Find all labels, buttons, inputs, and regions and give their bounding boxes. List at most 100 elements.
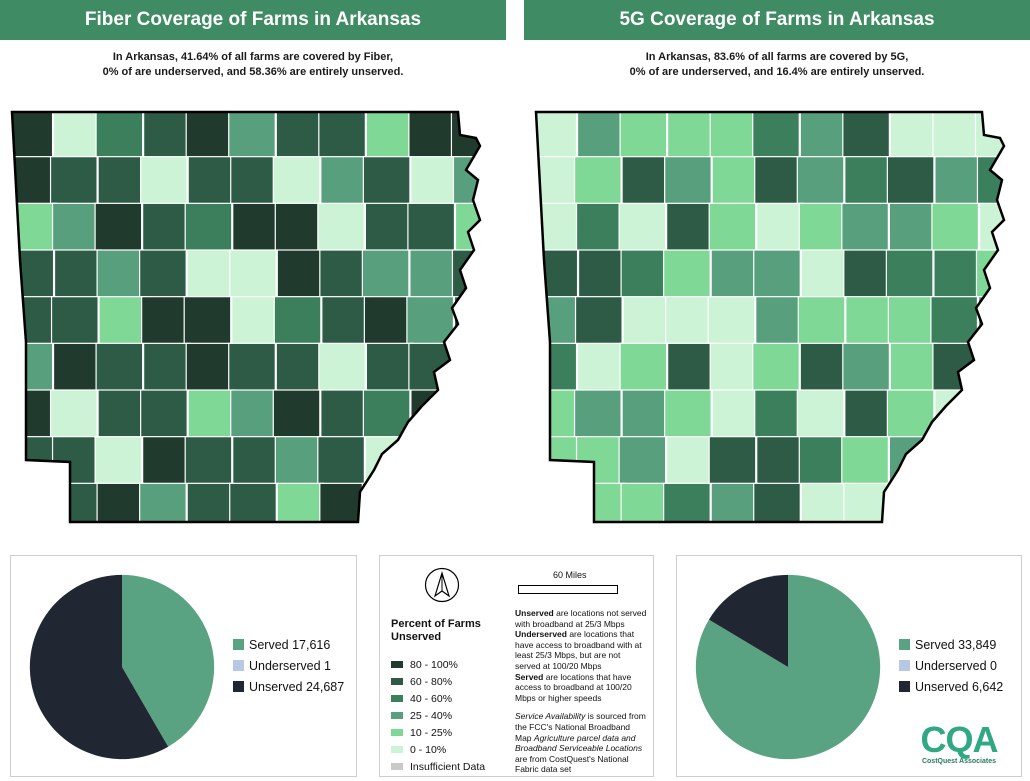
5g-county xyxy=(709,112,758,160)
5g-state-outline xyxy=(534,110,1006,524)
fiber-county xyxy=(361,249,410,300)
5g-county xyxy=(976,389,1004,440)
fiber-county xyxy=(365,342,414,393)
5g-legend-underserved: Underserved 0 xyxy=(899,655,1003,676)
fiber-county xyxy=(186,249,235,300)
5g-county xyxy=(754,156,802,206)
5g-legend-served: Served 33,849 xyxy=(899,634,1003,655)
source-term-2: Agriculture parcel data and Broadband Se… xyxy=(515,732,643,754)
5g-county xyxy=(975,249,1004,300)
5g-county xyxy=(887,296,936,346)
served-definition: Served are locations that have access to… xyxy=(515,672,647,704)
5g-county xyxy=(536,342,578,393)
underserved-swatch xyxy=(899,660,910,671)
fiber-county xyxy=(98,296,147,346)
fiber-county xyxy=(183,296,232,346)
fiber-county xyxy=(365,112,414,160)
5g-county xyxy=(708,436,757,486)
fiber-county xyxy=(408,342,457,393)
fiber-county xyxy=(318,342,366,393)
5g-county xyxy=(665,296,713,346)
5g-county xyxy=(756,436,804,486)
5g-county xyxy=(933,249,982,300)
5g-county xyxy=(620,249,669,300)
5g-county xyxy=(536,156,580,206)
5g-county xyxy=(707,296,756,346)
fiber-county xyxy=(406,296,455,346)
5g-county xyxy=(753,482,801,522)
5g-legend-underserved-label: Underserved 0 xyxy=(915,658,997,673)
5g-county xyxy=(934,156,983,206)
5g-county xyxy=(888,202,937,253)
class-label: Insufficient Data xyxy=(410,760,486,773)
5g-county xyxy=(888,436,937,486)
fiber-county xyxy=(12,342,54,393)
fiber-county xyxy=(95,112,144,160)
fiber-county xyxy=(317,436,365,486)
5g-county xyxy=(710,249,759,300)
fiber-county xyxy=(407,436,456,486)
5g-county xyxy=(667,112,715,160)
legend-class-list: 80 - 100% 60 - 80% 40 - 60% 25 - 40% 10 … xyxy=(391,656,485,775)
class-swatch xyxy=(391,763,403,770)
scale-bar xyxy=(518,585,618,594)
fiber-county xyxy=(139,249,187,300)
fiber-pie-slice-served xyxy=(122,574,215,747)
5g-county xyxy=(975,482,1004,522)
5g-legend-served-label: Served 33,849 xyxy=(915,637,997,652)
5g-county xyxy=(536,389,580,440)
5g-county xyxy=(800,249,849,300)
fiber-county xyxy=(12,389,56,440)
fiber-county xyxy=(187,389,236,440)
5g-county xyxy=(974,342,1004,393)
5g-county xyxy=(663,249,711,300)
5g-county xyxy=(886,156,935,206)
north-arrow-icon xyxy=(424,567,460,603)
5g-county xyxy=(844,156,892,206)
fiber-county xyxy=(232,436,280,486)
5g-pie-chart xyxy=(695,574,881,760)
5g-county xyxy=(620,482,669,522)
fiber-legend-unserved: Unserved 24,687 xyxy=(233,676,344,697)
class-label: 60 - 80% xyxy=(410,675,453,688)
unserved-text: are locations not served with broadband … xyxy=(515,608,647,629)
class-swatch xyxy=(391,678,403,685)
fiber-county xyxy=(96,249,145,300)
5g-summary: In Arkansas, 83.6% of all farms are cove… xyxy=(524,50,1030,80)
5g-county xyxy=(798,202,847,253)
fiber-county xyxy=(320,156,368,206)
5g-county xyxy=(618,436,667,486)
5g-county xyxy=(711,156,760,206)
cqa-logo-mark: CQA xyxy=(920,719,999,760)
fiber-county xyxy=(53,249,102,300)
5g-county xyxy=(796,389,845,440)
fiber-county xyxy=(12,249,55,300)
5g-county xyxy=(667,342,715,393)
5g-county xyxy=(845,296,893,346)
5g-county xyxy=(666,202,714,253)
5g-county xyxy=(889,342,938,393)
fiber-county xyxy=(96,482,145,522)
fiber-county xyxy=(364,202,413,253)
fiber-county xyxy=(452,156,480,206)
fiber-county xyxy=(142,202,190,253)
fiber-state-outline xyxy=(10,110,482,524)
fiber-county xyxy=(321,296,369,346)
5g-county xyxy=(755,296,803,346)
5g-county xyxy=(621,389,670,440)
fiber-legend-served: Served 17,616 xyxy=(233,634,344,655)
fiber-county xyxy=(276,482,325,522)
fiber-county xyxy=(140,156,188,206)
5g-county xyxy=(885,482,934,522)
class-swatch xyxy=(391,695,403,702)
5g-county xyxy=(536,482,579,522)
fiber-map-title: Fiber Coverage of Farms in Arkansas xyxy=(0,0,506,40)
5g-county xyxy=(619,112,668,160)
source-text-1: is sourced from the FCC's National Broad… xyxy=(515,711,646,743)
5g-county xyxy=(885,249,934,300)
5g-map-title: 5G Coverage of Farms in Arkansas xyxy=(524,0,1030,40)
fiber-county xyxy=(49,389,98,440)
fiber-county xyxy=(52,112,101,160)
fiber-county xyxy=(139,482,187,522)
5g-county xyxy=(664,156,712,206)
